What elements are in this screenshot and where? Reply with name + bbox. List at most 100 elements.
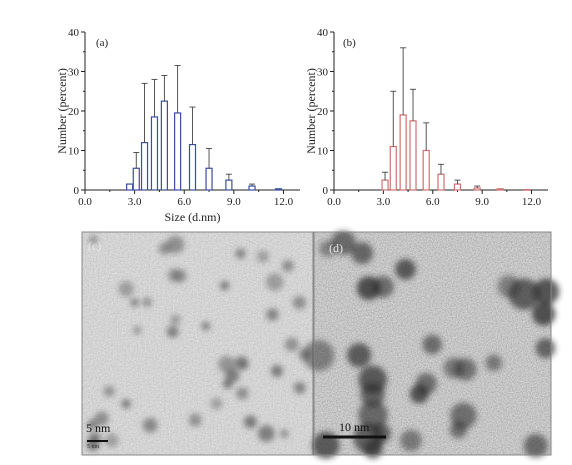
bar <box>225 179 233 191</box>
bar <box>522 189 531 191</box>
panel-label: (a) <box>96 37 109 49</box>
nanoparticle <box>142 417 158 433</box>
nanoparticle <box>142 297 152 307</box>
nanoparticle <box>104 433 119 448</box>
nanoparticle <box>395 259 416 280</box>
chart-a: 0 10 20 30 40 0.0 3.0 6.0 9.0 12.0 Number (percent… <box>55 27 300 224</box>
panel-label: (b) <box>343 37 356 49</box>
x-tick-label: 9.0 <box>227 196 241 208</box>
y-tick-label: 10 <box>317 146 329 158</box>
nanoparticle <box>118 281 134 297</box>
nanoparticle <box>210 397 223 410</box>
nanoparticle <box>356 276 381 301</box>
nanoparticle <box>532 302 556 326</box>
nanoparticle <box>257 425 275 442</box>
x-tick-label: 3.0 <box>128 196 142 208</box>
nanoparticle <box>225 368 240 383</box>
bar <box>160 100 168 191</box>
nanoparticle <box>422 334 442 355</box>
x-tick-label: 3.0 <box>377 196 391 208</box>
bar <box>381 179 389 191</box>
bar <box>205 167 213 191</box>
scale-bar-c-label: 5 nm <box>86 421 111 435</box>
nanoparticle <box>201 321 211 331</box>
y-axis-title: Number (percent) <box>304 68 318 154</box>
nanoparticle <box>121 399 131 409</box>
nanoparticle <box>158 242 171 255</box>
bar <box>422 149 430 191</box>
micrograph-c: (c) 5 nm 5 nm <box>81 231 314 456</box>
bar <box>150 116 159 191</box>
nanoparticle <box>234 356 249 370</box>
bar <box>473 187 481 191</box>
x-tick-label: 12.0 <box>522 196 542 208</box>
nanoparticle <box>170 314 181 325</box>
nanoparticle <box>523 433 548 458</box>
nanoparticle <box>133 326 142 335</box>
nanoparticle <box>346 343 372 368</box>
x-tick-label: 6.0 <box>426 196 440 208</box>
y-tick-label: 0 <box>323 185 329 197</box>
bar <box>399 114 407 191</box>
bar <box>389 145 397 191</box>
nanoparticle <box>256 250 270 263</box>
x-tick-label: 0.0 <box>327 196 341 208</box>
scale-bar-c-sublabel: 5 nm <box>87 444 100 450</box>
y-tick-label: 20 <box>68 106 80 118</box>
bar <box>188 143 197 191</box>
bar <box>437 173 445 191</box>
y-axis-title: Number (percent) <box>55 68 69 154</box>
micrograph-c-panel-label: (c) <box>88 239 101 253</box>
x-tick-label: 6.0 <box>177 196 191 208</box>
nanoparticle <box>94 411 109 426</box>
x-tick-label: 12.0 <box>274 196 294 208</box>
x-tick-label: 0.0 <box>78 196 92 208</box>
nanoparticle <box>265 273 284 291</box>
chart-b: 0 10 20 30 40 0.0 3.0 6.0 9.0 12.0 Number (percent… <box>304 27 548 208</box>
nanoparticle <box>188 413 202 427</box>
nanoparticle <box>400 429 422 452</box>
y-tick-label: 40 <box>317 27 329 39</box>
nanoparticle <box>166 325 179 338</box>
nanoparticle <box>130 298 139 307</box>
bar <box>453 183 462 191</box>
nanoparticle <box>284 337 299 352</box>
nanoparticle <box>103 385 115 397</box>
nanoparticle <box>235 248 246 259</box>
nanoparticle <box>454 358 477 381</box>
x-tick-label: 9.0 <box>475 196 489 208</box>
micrograph-d-panel-label: (d) <box>329 241 343 255</box>
nanoparticle <box>485 354 503 372</box>
nanoparticle <box>235 387 249 400</box>
nanoparticle <box>409 384 429 404</box>
nanoparticle <box>243 415 257 429</box>
x-axis-title: Size (d.nm) <box>165 210 221 224</box>
bar <box>132 167 140 191</box>
y-tick-label: 40 <box>68 27 80 39</box>
y-tick-label: 20 <box>317 106 329 118</box>
nanoparticle <box>351 242 373 265</box>
nanoparticle <box>282 260 294 272</box>
nanoparticle <box>88 235 99 245</box>
bar <box>496 188 504 191</box>
nanoparticle <box>292 295 307 310</box>
nanoparticle <box>173 269 187 283</box>
nanoparticle <box>358 365 388 394</box>
scale-bar-d-label: 10 nm <box>339 420 370 434</box>
micrograph-d: (d) 10 nm <box>303 230 560 459</box>
nanoparticle <box>293 381 306 394</box>
nanoparticle <box>303 340 335 372</box>
nanoparticle <box>535 338 556 359</box>
nanoparticle <box>270 364 284 378</box>
nanoparticle <box>358 400 388 430</box>
bar <box>174 112 182 191</box>
bar <box>409 120 417 191</box>
bar <box>140 142 149 191</box>
nanoparticle <box>266 308 279 321</box>
y-tick-label: 0 <box>74 185 80 197</box>
bar <box>248 185 256 191</box>
nanoparticle <box>331 230 356 255</box>
nanoparticle <box>533 278 560 305</box>
nanoparticle <box>220 281 230 291</box>
